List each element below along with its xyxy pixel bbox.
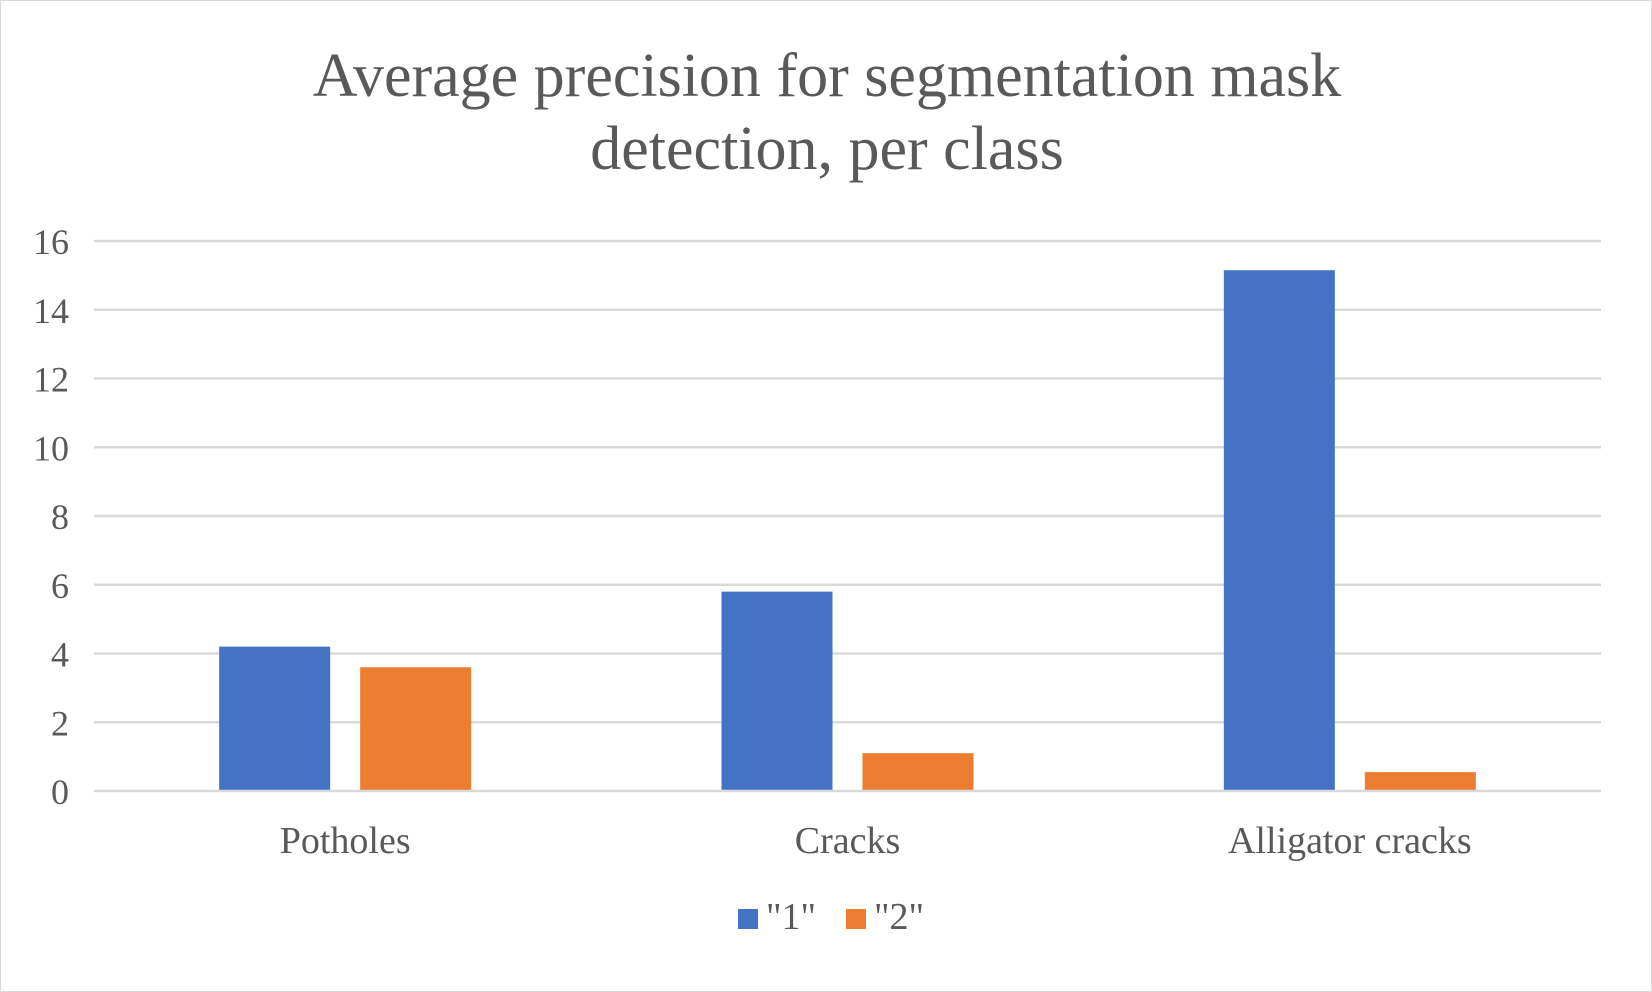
bar-potholes-series-2 [360,667,472,791]
chart-title-line-2: detection, per class [590,115,1063,183]
category-label-cracks: Cracks [795,820,901,862]
legend-label-series-1: "1" [766,896,816,938]
bar-alligator-cracks-series-1 [1223,270,1335,791]
y-tick-label-10: 10 [33,428,69,468]
legend-label-series-2: "2" [874,896,924,938]
bars [219,270,1476,791]
category-label-potholes: Potholes [280,820,411,862]
y-tick-label-2: 2 [51,703,69,743]
chart-title: Average precision for segmentation mask … [313,42,1341,183]
bar-alligator-cracks-series-2 [1364,772,1476,791]
y-tick-label-8: 8 [51,497,69,537]
y-tick-label-6: 6 [51,566,69,606]
category-label-alligator-cracks: Alligator cracks [1228,820,1472,862]
legend: "1" "2" [738,896,924,938]
chart-title-line-1: Average precision for segmentation mask [313,42,1341,110]
bar-cracks-series-2 [862,753,974,791]
legend-swatch-series-2 [846,909,866,929]
y-tick-label-14: 14 [33,291,69,331]
x-axis-category-labels: Potholes Cracks Alligator cracks [280,820,1472,862]
y-tick-label-4: 4 [51,635,69,675]
y-tick-label-12: 12 [33,360,69,400]
bar-cracks-series-1 [721,591,833,791]
y-tick-label-16: 16 [33,222,69,262]
y-tick-label-0: 0 [51,772,69,812]
gridlines [94,239,1601,724]
y-axis-tick-labels: 0 2 4 6 8 10 12 14 16 [33,222,69,812]
bar-potholes-series-1 [219,646,331,791]
legend-swatch-series-1 [738,909,758,929]
